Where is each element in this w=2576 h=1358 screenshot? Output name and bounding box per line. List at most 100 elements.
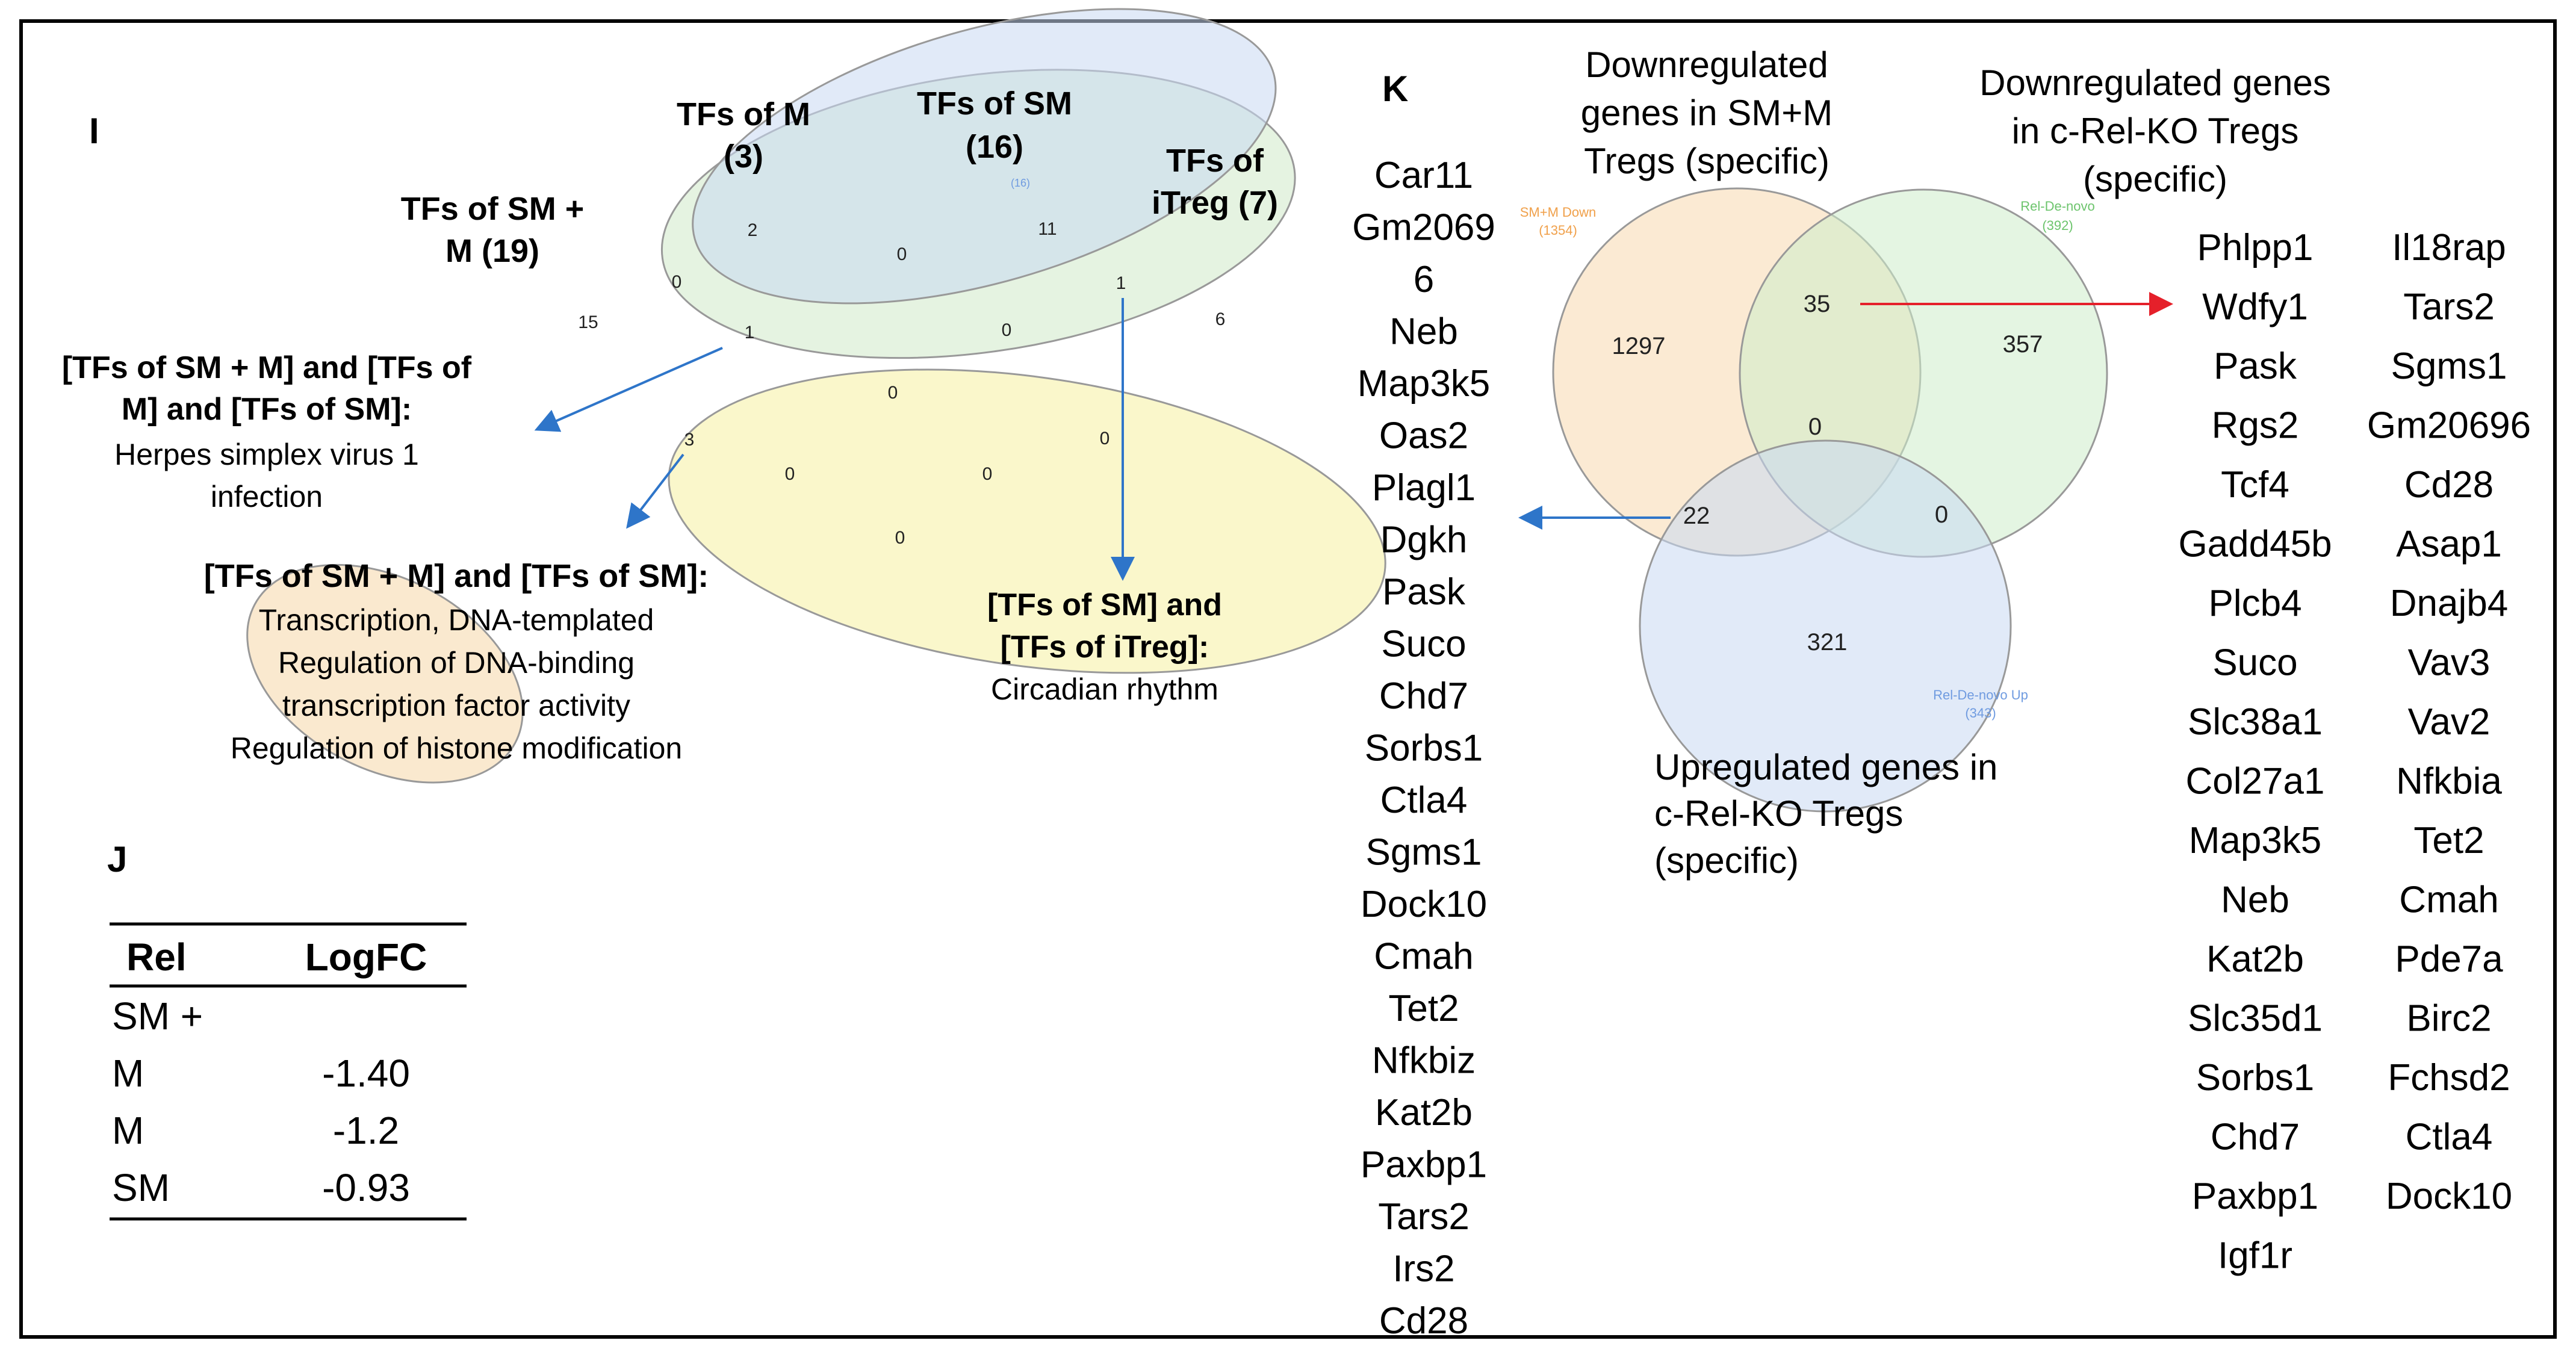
gene-name: Cd28 [2404, 464, 2494, 506]
venn-i-count: 0 [888, 383, 898, 403]
gene-name: Dgkh [1380, 519, 1468, 561]
venn-k-count: 321 [1807, 629, 1848, 656]
gene-name: Vav2 [2408, 701, 2491, 743]
venn-i-count: 0 [897, 244, 907, 264]
gene-name: Tars2 [1378, 1196, 1470, 1238]
gene-name: Gm2069 [1352, 207, 1495, 249]
venn-i-count: 0 [672, 272, 682, 292]
gene-name: Slc38a1 [2188, 701, 2323, 743]
gene-name: Suco [1381, 624, 1466, 665]
small-label-relup: (343) [1965, 705, 1996, 721]
set-label-tfs-m: (3) [724, 138, 763, 175]
annotation-title: [TFs of SM] and [987, 588, 1222, 622]
venn-i-count: 15 [578, 312, 598, 332]
venn-i-count: 6 [1215, 309, 1226, 329]
small-label-relup: Rel-De-novo Up [1933, 687, 2028, 702]
venn-i-count: 0 [1002, 320, 1012, 340]
table-header-rel: Rel [126, 935, 187, 979]
venn-i [246, 8, 1386, 784]
set-title-rel-down: (specific) [2083, 159, 2227, 199]
venn-i-count: 0 [1100, 429, 1110, 448]
table-cell-group: SM [112, 1166, 170, 1209]
gene-name: Kat2b [1375, 1092, 1473, 1133]
venn-k [1552, 187, 2108, 813]
gene-name: Nfkbiz [1372, 1040, 1476, 1082]
gene-name: Nfkbia [2396, 761, 2502, 802]
gene-name: Tet2 [1388, 988, 1459, 1029]
gene-name: Sorbs1 [1365, 728, 1483, 769]
venn-i-count: 0 [785, 464, 795, 484]
gene-name: Oas2 [1379, 415, 1468, 457]
gene-list-35-col2: Il18rap Tars2 Sgms1 Gm20696 Cd28 Asap1 Dnajb4 V… [2367, 227, 2531, 1217]
table-cell-value: -1.40 [322, 1052, 410, 1095]
annotation-term: Regulation of histone modification [231, 731, 682, 765]
gene-name: Car11 [1374, 155, 1473, 196]
set-title-smm: Downregulated [1585, 45, 1828, 85]
annotation-term: transcription factor activity [282, 689, 630, 722]
table-header-logfc: LogFC [305, 935, 427, 979]
gene-name: Pask [1382, 571, 1466, 613]
gene-name: Col27a1 [2186, 761, 2325, 802]
gene-name: Sgms1 [1366, 832, 1482, 873]
venn-i-count: 0 [895, 528, 905, 548]
venn-i-count: 0 [982, 464, 993, 484]
gene-name: Pask [2214, 346, 2297, 387]
gene-name: Slc35d1 [2188, 998, 2323, 1040]
set-label-tfs-sm-m: M (19) [445, 233, 539, 269]
set-title-smm: genes in SM+M [1581, 93, 1833, 133]
set-title-rel-down: in c-Rel-KO Tregs [2012, 111, 2299, 151]
venn-i-count: 2 [748, 220, 758, 240]
gene-name: Phlpp1 [2197, 227, 2313, 268]
set-label-tfs-itreg: TFs of [1166, 143, 1264, 179]
gene-name: Gadd45b [2178, 524, 2332, 565]
gene-name: Dock10 [1361, 884, 1487, 925]
gene-name: Cd28 [1379, 1300, 1468, 1342]
gene-name: Fchsd2 [2388, 1057, 2510, 1099]
ellipse-tfs-sm-m [246, 563, 524, 784]
gene-name: Tars2 [2403, 287, 2495, 328]
venn-k-count: 0 [1935, 501, 1948, 528]
gene-name: Kat2b [2206, 938, 2304, 980]
venn-k-count: 0 [1808, 414, 1822, 440]
annotation-title: [TFs of SM + M] and [TFs of SM]: [204, 558, 709, 594]
gene-name: Paxbp1 [2192, 1176, 2318, 1217]
gene-name: Il18rap [2392, 227, 2506, 268]
gene-name: Vav3 [2408, 642, 2491, 684]
set-title-rel-up: Upregulated genes in [1654, 747, 1997, 787]
gene-name: Ctla4 [2406, 1117, 2493, 1158]
panel-j-letter: J [107, 839, 127, 879]
annotation-title: M] and [TFs of SM]: [122, 392, 412, 427]
gene-name: Asap1 [2396, 524, 2502, 565]
venn-k-count: 22 [1683, 503, 1710, 529]
annotation-term: Circadian rhythm [991, 672, 1218, 706]
gene-name: Cmah [2399, 879, 2498, 921]
venn-i-count: 11 [1038, 219, 1057, 239]
gene-name: Tcf4 [2221, 464, 2289, 506]
venn-k-count: 357 [2003, 331, 2043, 358]
annotation-title: [TFs of SM + M] and [TFs of [62, 350, 472, 385]
annotation-term: Transcription, DNA-templated [259, 603, 654, 637]
circle-rel-up [1639, 439, 2012, 813]
table-cell-value: -1.2 [333, 1109, 399, 1152]
gene-name: Map3k5 [1358, 363, 1491, 405]
gene-name: Neb [1389, 311, 1458, 353]
gene-list-22: Car11 Gm2069 6 Neb Map3k5 Oas2 Plagl1 Dgkh Pask S… [1352, 155, 1495, 1342]
gene-name: Irs2 [1392, 1248, 1454, 1290]
gene-name: Map3k5 [2189, 820, 2322, 861]
set-label-tfs-itreg: iTreg (7) [1152, 185, 1278, 221]
gene-name: Rgs2 [2212, 405, 2299, 447]
annotation-term: infection [211, 480, 323, 513]
arrow-intersection-sm-m-sm [626, 453, 684, 529]
gene-name: Suco [2212, 642, 2297, 684]
small-label-reldown: Rel-De-novo [2020, 199, 2095, 214]
gene-name: Chd7 [2211, 1117, 2300, 1158]
gene-name: Plagl1 [1372, 467, 1476, 509]
table-cell-value: -0.93 [322, 1166, 410, 1209]
ellipse-tfs-sm [692, 8, 1277, 305]
gene-name: Cmah [1374, 936, 1473, 978]
table-cell-group: M [112, 1109, 144, 1152]
gene-name: Wdfy1 [2202, 287, 2308, 328]
small-label-smm: (1354) [1539, 223, 1577, 238]
gene-name: Gm20696 [2367, 405, 2531, 447]
